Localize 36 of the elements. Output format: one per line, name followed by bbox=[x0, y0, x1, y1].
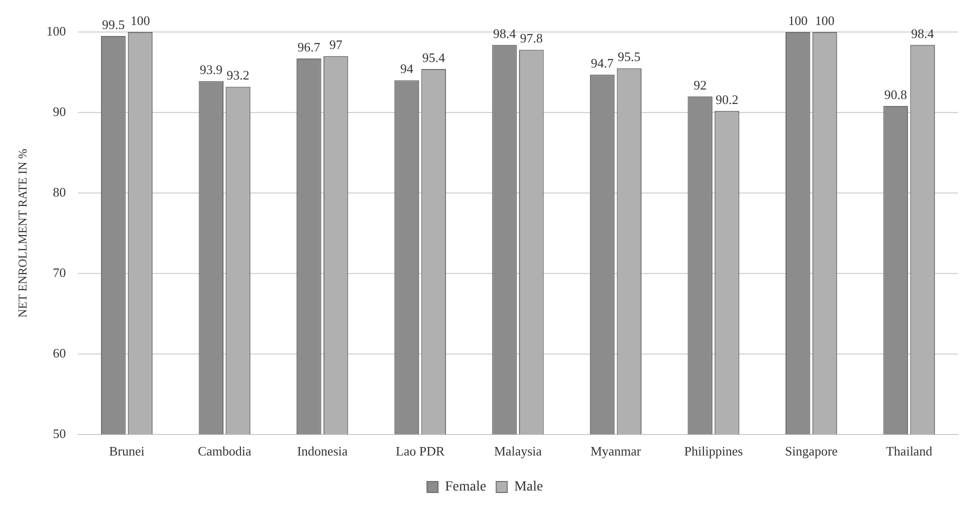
y-tick-label: 90 bbox=[52, 104, 66, 119]
y-tick-label: 50 bbox=[52, 426, 66, 441]
y-tick-label: 80 bbox=[52, 184, 66, 200]
data-label: 98.4 bbox=[911, 26, 934, 41]
x-tick-label: Brunei bbox=[109, 444, 145, 459]
data-label: 95.5 bbox=[618, 49, 641, 64]
data-label: 100 bbox=[815, 12, 835, 28]
x-tick-label: Singapore bbox=[784, 444, 838, 459]
y-tick-label: 60 bbox=[52, 345, 66, 360]
x-tick-label: Thailand bbox=[886, 444, 933, 459]
x-tick-label: Lao PDR bbox=[396, 444, 445, 459]
x-tick-label: Myanmar bbox=[590, 444, 642, 459]
data-label: 99.5 bbox=[102, 16, 125, 32]
x-tick-label: Cambodia bbox=[198, 444, 252, 459]
legend-label: Male bbox=[514, 480, 543, 495]
y-tick-label: 100 bbox=[46, 23, 66, 38]
data-label: 96.7 bbox=[298, 39, 321, 54]
data-label: 100 bbox=[788, 12, 808, 28]
legend-label: Female bbox=[445, 480, 486, 495]
x-tick-label: Indonesia bbox=[297, 444, 348, 459]
x-tick-label: Malaysia bbox=[494, 444, 542, 459]
data-label: 90.2 bbox=[716, 92, 738, 107]
y-axis-title: NET ENROLLMENT RATE IN % bbox=[15, 148, 30, 318]
data-label: 97 bbox=[329, 37, 343, 52]
data-label: 98.4 bbox=[493, 26, 516, 41]
x-tick-label: Philippines bbox=[684, 444, 743, 459]
data-label: 95.4 bbox=[422, 50, 446, 65]
data-label: 100 bbox=[130, 12, 150, 28]
data-label: 90.8 bbox=[884, 86, 908, 102]
data-label: 94.7 bbox=[590, 56, 614, 71]
data-label: 93.9 bbox=[200, 62, 223, 78]
y-tick-label: 70 bbox=[52, 264, 66, 280]
data-label: 93.2 bbox=[226, 68, 250, 83]
data-label: 94 bbox=[400, 61, 414, 76]
data-label: 92 bbox=[694, 77, 707, 92]
data-label: 97.8 bbox=[520, 30, 543, 46]
